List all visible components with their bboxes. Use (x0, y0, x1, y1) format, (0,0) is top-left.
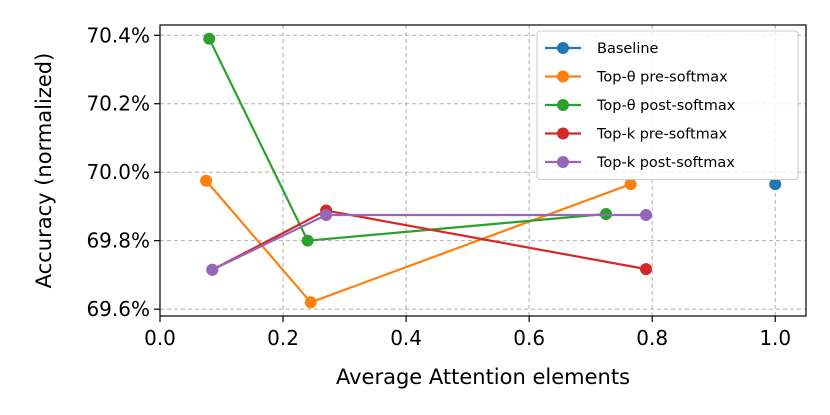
data-point-top-pre-softmax (304, 296, 317, 309)
data-point-top-k-post-softmax (640, 209, 653, 222)
legend-swatch-marker (557, 70, 569, 83)
y-axis-label: Accuracy (normalized) (32, 53, 56, 289)
x-tick-label: 1.0 (759, 326, 791, 350)
legend-item-top-k-pre-softmax: Top-k pre-softmax (545, 127, 728, 143)
data-point-top-pre-softmax (200, 174, 213, 187)
plot-frame (159, 24, 807, 317)
legend-label: Baseline (597, 41, 659, 57)
legend-label: Top-θ pre-softmax (596, 70, 728, 86)
x-tick-label: 0.4 (390, 326, 422, 350)
legend-item-top-pre-softmax: Top-θ pre-softmax (545, 70, 728, 86)
x-tick-label: 0.0 (144, 326, 176, 350)
series-top-pre-softmax (200, 174, 637, 309)
x-tick-label: 0.6 (513, 326, 545, 350)
legend-label: Top-k pre-softmax (596, 127, 728, 143)
data-point-baseline (769, 178, 782, 191)
legend-item-baseline: Baseline (545, 41, 659, 57)
legend-swatch-marker (557, 42, 569, 54)
series-line-top-k-pre-softmax (211, 209, 647, 271)
legend-label: Top-θ post-softmax (596, 98, 736, 114)
data-point-top-k-pre-softmax (640, 263, 653, 276)
data-point-top-pre-softmax (624, 178, 637, 191)
series-group (200, 32, 782, 309)
y-tick-label: 69.6% (86, 297, 150, 321)
x-axis-label: Average Attention elements (336, 365, 630, 389)
legend-label: Top-k post-softmax (596, 155, 735, 171)
data-point-top-post-softmax (203, 32, 216, 45)
legend-swatch-marker (557, 127, 569, 140)
legend-item-top-post-softmax: Top-θ post-softmax (545, 98, 736, 114)
data-point-top-post-softmax (301, 234, 314, 247)
x-tick-label: 0.8 (636, 326, 668, 350)
series-top-k-post-softmax (206, 209, 653, 276)
y-tick-label: 69.8% (86, 229, 150, 253)
legend-box (536, 30, 799, 180)
y-tick-label: 70.0% (86, 160, 150, 184)
x-tick-label: 0.2 (267, 326, 299, 350)
legend-swatch-marker (557, 156, 569, 168)
series-line-top-k-post-softmax (211, 213, 647, 271)
legend-item-top-k-post-softmax: Top-k post-softmax (545, 155, 735, 171)
data-point-top-k-post-softmax (320, 209, 333, 222)
y-tick-label: 70.2% (86, 92, 150, 116)
data-point-top-k-post-softmax (206, 263, 219, 276)
y-tick-label: 70.4% (86, 23, 150, 47)
axis-ticks: 0.0 0.2 0.4 0.6 0.8 1.0 69.6% 69.8% 70.0% 70.2% 70… (86, 23, 791, 350)
series-baseline (769, 178, 782, 191)
legend-swatch-marker (557, 99, 569, 111)
legend: Baseline Top-θ pre-softmax Top-θ post-soft… (536, 30, 799, 180)
